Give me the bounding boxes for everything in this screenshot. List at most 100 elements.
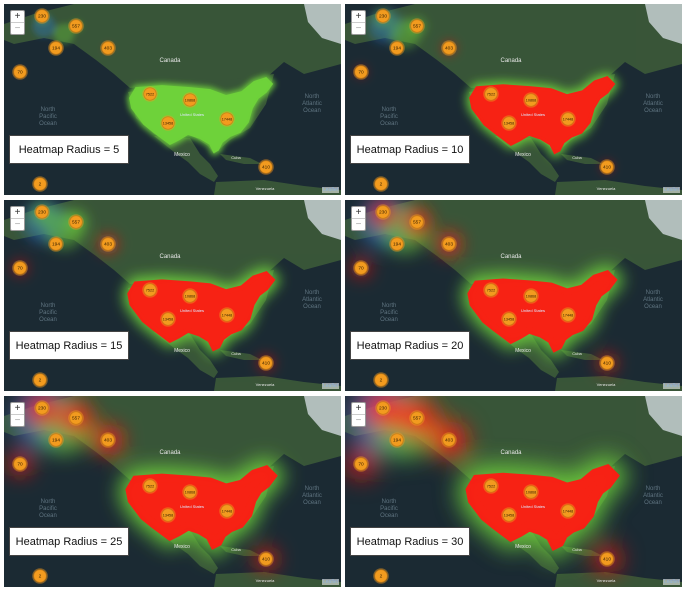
cluster-marker[interactable]: 2 <box>32 372 48 388</box>
cluster-marker[interactable]: 13458 <box>160 311 176 327</box>
cluster-marker[interactable]: 7522 <box>142 86 158 102</box>
cluster-marker[interactable]: 17448 <box>219 111 235 127</box>
cluster-marker[interactable]: 10868 <box>182 484 198 500</box>
cluster-marker[interactable]: 410 <box>599 159 615 175</box>
map-attribution-link[interactable]: Leaflet <box>662 383 680 389</box>
cluster-marker[interactable]: 10868 <box>523 484 539 500</box>
zoom-in-button[interactable]: + <box>355 207 362 218</box>
map-attribution-link[interactable]: Leaflet <box>321 383 339 389</box>
cluster-marker[interactable]: 10868 <box>182 288 198 304</box>
cluster-marker[interactable]: 2 <box>373 176 389 192</box>
cluster-marker[interactable]: 230 <box>375 204 391 220</box>
map-panel[interactable]: Canada United States Mexico Cuba Venezuela No… <box>345 200 682 391</box>
zoom-in-button[interactable]: + <box>14 11 21 22</box>
map-label-north-atlantic: Atlantic <box>302 493 322 499</box>
cluster-marker[interactable]: 410 <box>599 355 615 371</box>
zoom-in-button[interactable]: + <box>355 403 362 414</box>
cluster-marker[interactable]: 70 <box>12 260 28 276</box>
cluster-marker[interactable]: 7522 <box>142 282 158 298</box>
cluster-marker[interactable]: 410 <box>258 551 274 567</box>
cluster-marker[interactable]: 403 <box>441 236 457 252</box>
cluster-marker[interactable]: 7522 <box>483 478 499 494</box>
cluster-marker[interactable]: 13458 <box>501 507 517 523</box>
cluster-marker[interactable]: 17448 <box>560 503 576 519</box>
cluster-marker[interactable]: 194 <box>48 40 64 56</box>
cluster-marker[interactable]: 403 <box>100 236 116 252</box>
cluster-marker[interactable]: 70 <box>353 260 369 276</box>
cluster-marker[interactable]: 403 <box>441 40 457 56</box>
cluster-marker[interactable]: 557 <box>68 410 84 426</box>
map-attribution-link[interactable]: Leaflet <box>321 187 339 193</box>
cluster-marker[interactable]: 403 <box>441 432 457 448</box>
zoom-control[interactable]: + − <box>10 402 25 427</box>
map-attribution-link[interactable]: Leaflet <box>662 579 680 585</box>
cluster-count: 557 <box>72 24 80 30</box>
cluster-marker[interactable]: 230 <box>375 8 391 24</box>
cluster-marker[interactable]: 230 <box>34 400 50 416</box>
zoom-control[interactable]: + − <box>351 402 366 427</box>
cluster-marker[interactable]: 13458 <box>160 507 176 523</box>
cluster-marker[interactable]: 7522 <box>483 86 499 102</box>
cluster-marker[interactable]: 230 <box>34 8 50 24</box>
zoom-out-button[interactable]: − <box>11 22 24 34</box>
cluster-marker[interactable]: 2 <box>373 568 389 584</box>
cluster-marker[interactable]: 403 <box>100 40 116 56</box>
cluster-marker[interactable]: 10868 <box>523 288 539 304</box>
zoom-control[interactable]: + − <box>10 10 25 35</box>
cluster-marker[interactable]: 557 <box>409 18 425 34</box>
cluster-marker[interactable]: 194 <box>389 236 405 252</box>
cluster-marker[interactable]: 70 <box>353 64 369 80</box>
cluster-marker[interactable]: 17448 <box>560 307 576 323</box>
cluster-count: 7522 <box>146 93 154 97</box>
cluster-marker[interactable]: 7522 <box>483 282 499 298</box>
cluster-marker[interactable]: 70 <box>353 456 369 472</box>
cluster-marker[interactable]: 194 <box>389 40 405 56</box>
cluster-marker[interactable]: 13458 <box>501 311 517 327</box>
map-panel[interactable]: Canada United States Mexico Cuba Venezuela No… <box>345 4 682 195</box>
cluster-marker[interactable]: 17448 <box>219 503 235 519</box>
cluster-marker[interactable]: 2 <box>32 568 48 584</box>
cluster-marker[interactable]: 70 <box>12 64 28 80</box>
cluster-marker[interactable]: 557 <box>68 18 84 34</box>
zoom-out-button[interactable]: − <box>11 414 24 426</box>
cluster-marker[interactable]: 194 <box>389 432 405 448</box>
map-attribution-link[interactable]: Leaflet <box>662 187 680 193</box>
cluster-marker[interactable]: 194 <box>48 432 64 448</box>
cluster-marker[interactable]: 17448 <box>219 307 235 323</box>
cluster-marker[interactable]: 557 <box>409 410 425 426</box>
cluster-marker[interactable]: 17448 <box>560 111 576 127</box>
zoom-control[interactable]: + − <box>10 206 25 231</box>
cluster-marker[interactable]: 230 <box>375 400 391 416</box>
zoom-in-button[interactable]: + <box>355 11 362 22</box>
cluster-marker[interactable]: 410 <box>258 355 274 371</box>
cluster-marker[interactable]: 10868 <box>523 92 539 108</box>
cluster-marker[interactable]: 557 <box>68 214 84 230</box>
cluster-marker[interactable]: 410 <box>599 551 615 567</box>
cluster-marker[interactable]: 13458 <box>501 115 517 131</box>
cluster-marker[interactable]: 403 <box>100 432 116 448</box>
zoom-control[interactable]: + − <box>351 10 366 35</box>
cluster-marker[interactable]: 10868 <box>182 92 198 108</box>
cluster-marker[interactable]: 2 <box>373 372 389 388</box>
cluster-marker[interactable]: 70 <box>12 456 28 472</box>
zoom-in-button[interactable]: + <box>14 207 21 218</box>
south-america-landmass <box>555 572 682 587</box>
cluster-marker[interactable]: 410 <box>258 159 274 175</box>
cluster-marker[interactable]: 7522 <box>142 478 158 494</box>
cluster-marker[interactable]: 2 <box>32 176 48 192</box>
zoom-out-button[interactable]: − <box>11 218 24 230</box>
cluster-marker[interactable]: 230 <box>34 204 50 220</box>
zoom-control[interactable]: + − <box>351 206 366 231</box>
map-panel[interactable]: Canada United States Mexico Cuba Venezuela No… <box>4 200 341 391</box>
zoom-in-button[interactable]: + <box>14 403 21 414</box>
cluster-marker[interactable]: 557 <box>409 214 425 230</box>
map-panel[interactable]: Canada United States Mexico Cuba Venezuela No… <box>345 396 682 587</box>
cluster-marker[interactable]: 13458 <box>160 115 176 131</box>
zoom-out-button[interactable]: − <box>352 22 365 34</box>
map-attribution-link[interactable]: Leaflet <box>321 579 339 585</box>
zoom-out-button[interactable]: − <box>352 218 365 230</box>
map-panel[interactable]: Canada United States Mexico Cuba Venezuela No… <box>4 396 341 587</box>
map-panel[interactable]: Canada United States Mexico Cuba Venezuela No… <box>4 4 341 195</box>
cluster-marker[interactable]: 194 <box>48 236 64 252</box>
zoom-out-button[interactable]: − <box>352 414 365 426</box>
